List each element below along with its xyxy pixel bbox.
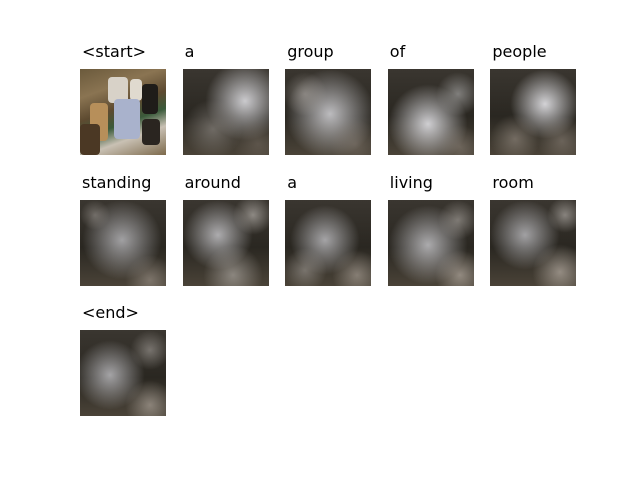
attention-heatmap xyxy=(80,199,166,286)
attention-heatmap xyxy=(387,199,474,286)
frame-6: around xyxy=(182,171,269,286)
frame-7: a xyxy=(285,171,372,286)
frame-9: room xyxy=(490,171,577,286)
attention-heatmap xyxy=(387,69,474,155)
frame-10: <end> xyxy=(80,302,166,416)
word-label: a xyxy=(285,171,301,198)
frame-4: people xyxy=(490,41,577,155)
attention-heatmap xyxy=(182,199,269,286)
attention-heatmap xyxy=(490,199,577,286)
frame-5: standing xyxy=(80,171,166,286)
frame-8: living xyxy=(387,171,474,286)
attention-heatmap xyxy=(182,69,269,155)
word-label: of xyxy=(387,41,410,67)
word-label: room xyxy=(490,171,538,198)
word-label: a xyxy=(182,41,199,67)
frame-2: group xyxy=(285,41,372,155)
word-label: living xyxy=(387,171,437,198)
photo-thumbnail xyxy=(80,69,166,155)
word-label: group xyxy=(285,41,338,67)
word-label: <end> xyxy=(80,302,143,328)
word-label: people xyxy=(490,41,551,67)
attention-heatmap xyxy=(490,69,577,155)
frame-1: a xyxy=(182,41,269,155)
frame-3: of xyxy=(387,41,474,155)
attention-heatmap xyxy=(80,330,166,416)
attention-heatmap xyxy=(285,199,372,286)
frame-0: <start> xyxy=(80,41,166,155)
word-label: standing xyxy=(80,171,156,198)
attention-heatmap xyxy=(285,69,372,155)
word-label: <start> xyxy=(80,41,151,67)
word-label: around xyxy=(182,171,245,198)
